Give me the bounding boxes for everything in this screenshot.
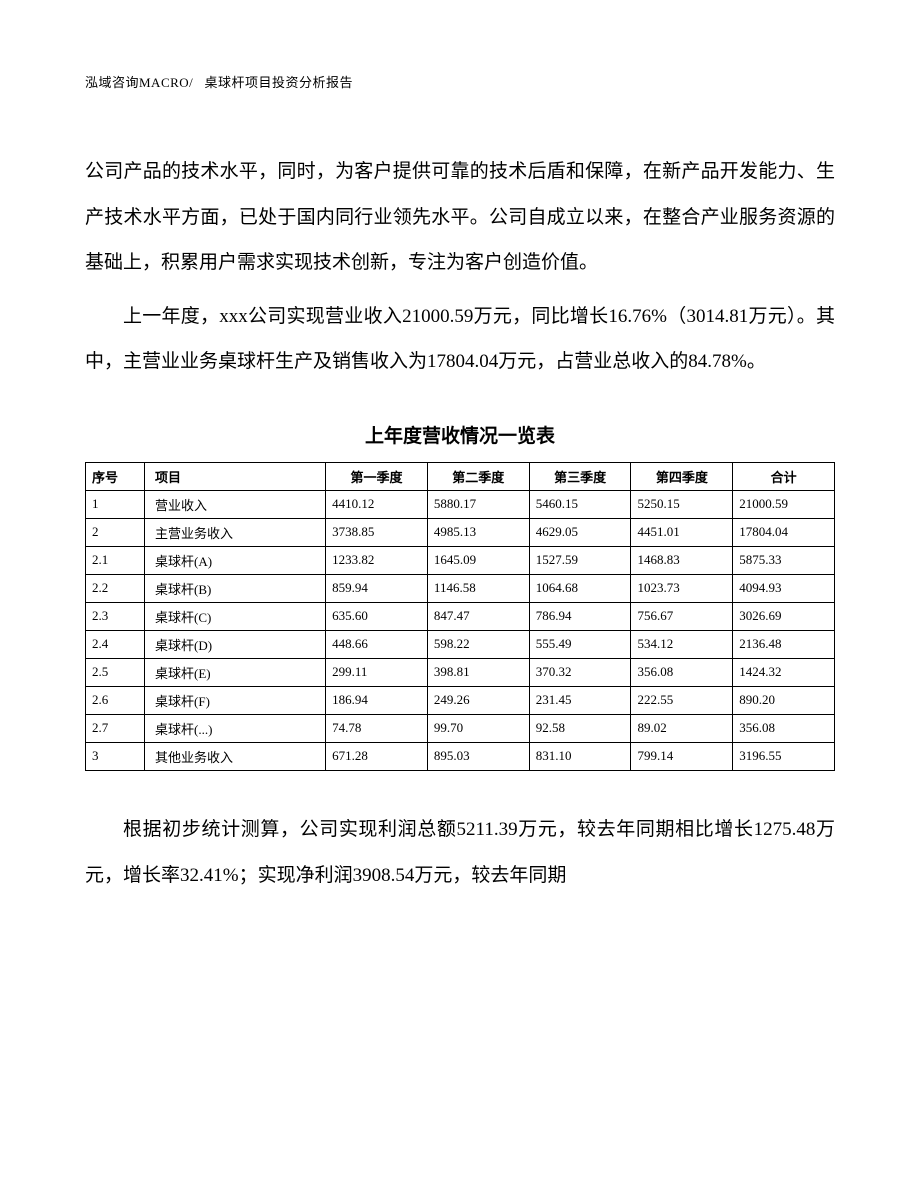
- cell: 299.11: [326, 658, 428, 686]
- cell: 831.10: [529, 742, 631, 770]
- cell: 17804.04: [733, 518, 835, 546]
- paragraph-3: 根据初步统计测算，公司实现利润总额5211.39万元，较去年同期相比增长1275…: [85, 807, 835, 898]
- cell: 3738.85: [326, 518, 428, 546]
- cell: 4094.93: [733, 574, 835, 602]
- cell: 3026.69: [733, 602, 835, 630]
- col-header-item: 项目: [145, 462, 326, 490]
- cell: 1233.82: [326, 546, 428, 574]
- cell: 5875.33: [733, 546, 835, 574]
- header-title: 桌球杆项目投资分析报告: [205, 75, 354, 90]
- cell: 桌球杆(A): [145, 546, 326, 574]
- cell: 2.5: [86, 658, 145, 686]
- table-row: 2.3 桌球杆(C) 635.60 847.47 786.94 756.67 3…: [86, 602, 835, 630]
- cell: 534.12: [631, 630, 733, 658]
- cell: 92.58: [529, 714, 631, 742]
- cell: 4451.01: [631, 518, 733, 546]
- cell: 4629.05: [529, 518, 631, 546]
- col-header-q1: 第一季度: [326, 462, 428, 490]
- cell: 2.3: [86, 602, 145, 630]
- col-header-q4: 第四季度: [631, 462, 733, 490]
- cell: 1146.58: [427, 574, 529, 602]
- revenue-table: 序号 项目 第一季度 第二季度 第三季度 第四季度 合计 1 营业收入 4410…: [85, 462, 835, 771]
- table-header-row: 序号 项目 第一季度 第二季度 第三季度 第四季度 合计: [86, 462, 835, 490]
- cell: 555.49: [529, 630, 631, 658]
- table-title: 上年度营收情况一览表: [85, 421, 835, 448]
- cell: 5460.15: [529, 490, 631, 518]
- cell: 桌球杆(D): [145, 630, 326, 658]
- table-row: 1 营业收入 4410.12 5880.17 5460.15 5250.15 2…: [86, 490, 835, 518]
- cell: 99.70: [427, 714, 529, 742]
- cell: 231.45: [529, 686, 631, 714]
- cell: 桌球杆(F): [145, 686, 326, 714]
- cell: 2.4: [86, 630, 145, 658]
- cell: 1064.68: [529, 574, 631, 602]
- cell: 5880.17: [427, 490, 529, 518]
- cell: 2.7: [86, 714, 145, 742]
- table-row: 2.2 桌球杆(B) 859.94 1146.58 1064.68 1023.7…: [86, 574, 835, 602]
- cell: 2.1: [86, 546, 145, 574]
- cell: 186.94: [326, 686, 428, 714]
- cell: 448.66: [326, 630, 428, 658]
- cell: 3196.55: [733, 742, 835, 770]
- cell: 桌球杆(E): [145, 658, 326, 686]
- cell: 1527.59: [529, 546, 631, 574]
- cell: 598.22: [427, 630, 529, 658]
- cell: 1: [86, 490, 145, 518]
- cell: 桌球杆(B): [145, 574, 326, 602]
- cell: 2.2: [86, 574, 145, 602]
- cell: 847.47: [427, 602, 529, 630]
- table-row: 2.5 桌球杆(E) 299.11 398.81 370.32 356.08 1…: [86, 658, 835, 686]
- cell: 671.28: [326, 742, 428, 770]
- cell: 890.20: [733, 686, 835, 714]
- cell: 主营业务收入: [145, 518, 326, 546]
- body-content: 公司产品的技术水平，同时，为客户提供可靠的技术后盾和保障，在新产品开发能力、生产…: [85, 149, 835, 385]
- cell: 5250.15: [631, 490, 733, 518]
- cell: 2136.48: [733, 630, 835, 658]
- cell: 营业收入: [145, 490, 326, 518]
- cell: 756.67: [631, 602, 733, 630]
- table-row: 2.6 桌球杆(F) 186.94 249.26 231.45 222.55 8…: [86, 686, 835, 714]
- cell: 895.03: [427, 742, 529, 770]
- table-row: 2.1 桌球杆(A) 1233.82 1645.09 1527.59 1468.…: [86, 546, 835, 574]
- cell: 4985.13: [427, 518, 529, 546]
- table-row: 2.4 桌球杆(D) 448.66 598.22 555.49 534.12 2…: [86, 630, 835, 658]
- paragraph-2: 上一年度，xxx公司实现营业收入21000.59万元，同比增长16.76%（30…: [85, 294, 835, 385]
- page-header: 泓域咨询MACRO/ 桌球杆项目投资分析报告: [85, 72, 835, 91]
- cell: 89.02: [631, 714, 733, 742]
- cell: 222.55: [631, 686, 733, 714]
- cell: 356.08: [733, 714, 835, 742]
- col-header-q3: 第三季度: [529, 462, 631, 490]
- cell: 桌球杆(...): [145, 714, 326, 742]
- cell: 635.60: [326, 602, 428, 630]
- cell: 21000.59: [733, 490, 835, 518]
- cell: 398.81: [427, 658, 529, 686]
- cell: 3: [86, 742, 145, 770]
- cell: 356.08: [631, 658, 733, 686]
- cell: 2: [86, 518, 145, 546]
- col-header-q2: 第二季度: [427, 462, 529, 490]
- table-body: 1 营业收入 4410.12 5880.17 5460.15 5250.15 2…: [86, 490, 835, 770]
- cell: 74.78: [326, 714, 428, 742]
- cell: 1424.32: [733, 658, 835, 686]
- cell: 桌球杆(C): [145, 602, 326, 630]
- cell: 2.6: [86, 686, 145, 714]
- cell: 1023.73: [631, 574, 733, 602]
- cell: 786.94: [529, 602, 631, 630]
- cell: 其他业务收入: [145, 742, 326, 770]
- table-row: 3 其他业务收入 671.28 895.03 831.10 799.14 319…: [86, 742, 835, 770]
- col-header-seq: 序号: [86, 462, 145, 490]
- cell: 1645.09: [427, 546, 529, 574]
- cell: 4410.12: [326, 490, 428, 518]
- col-header-total: 合计: [733, 462, 835, 490]
- cell: 799.14: [631, 742, 733, 770]
- cell: 859.94: [326, 574, 428, 602]
- cell: 370.32: [529, 658, 631, 686]
- cell: 1468.83: [631, 546, 733, 574]
- paragraph-1: 公司产品的技术水平，同时，为客户提供可靠的技术后盾和保障，在新产品开发能力、生产…: [85, 149, 835, 286]
- table-row: 2.7 桌球杆(...) 74.78 99.70 92.58 89.02 356…: [86, 714, 835, 742]
- table-row: 2 主营业务收入 3738.85 4985.13 4629.05 4451.01…: [86, 518, 835, 546]
- header-company: 泓域咨询MACRO/: [85, 75, 193, 90]
- cell: 249.26: [427, 686, 529, 714]
